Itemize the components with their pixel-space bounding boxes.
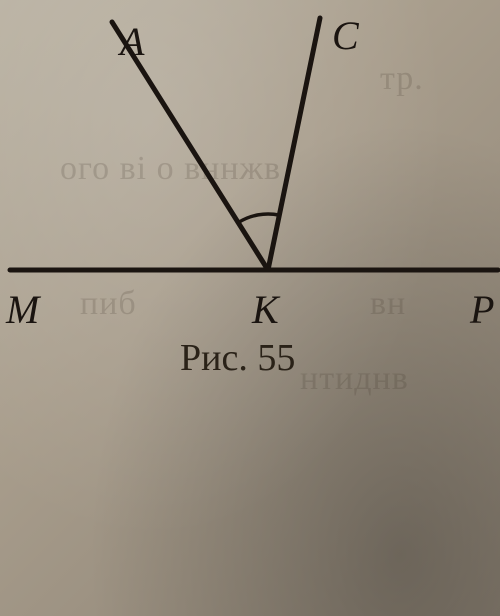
ray-kc [268,18,320,270]
angle-arc [238,214,279,223]
geometry-figure [0,0,500,616]
figure-caption: Рис. 55 [180,336,295,380]
label-p: P [470,286,494,333]
label-m: M [6,286,39,333]
label-k: K [252,286,279,333]
label-a: A [120,18,144,65]
label-c: C [332,12,359,59]
